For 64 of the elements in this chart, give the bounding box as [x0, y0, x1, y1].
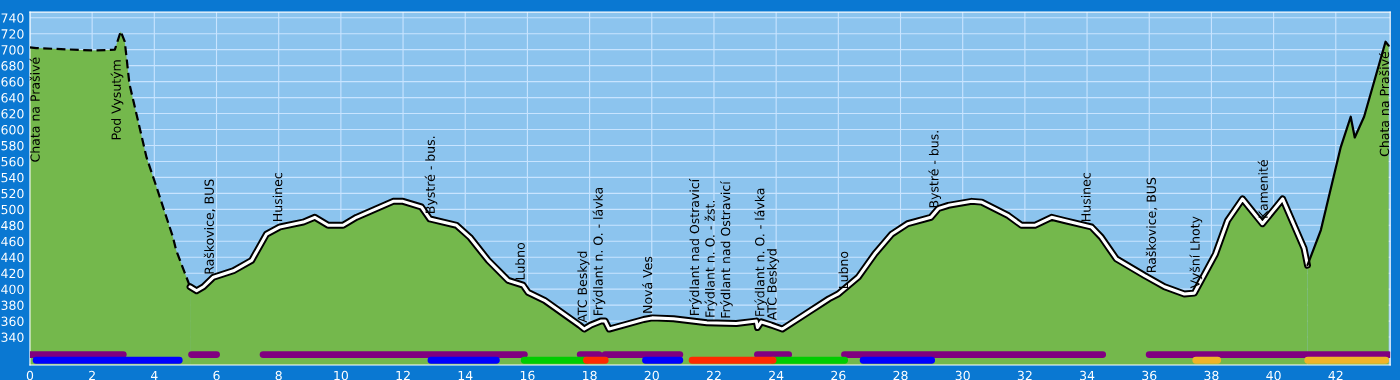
annotation: Chata na Prašivé — [1378, 51, 1390, 157]
x-tick-label: 34 — [1080, 370, 1095, 380]
annotation: Frýdlant n. O. - lávka — [592, 187, 606, 316]
annotation: Frýdlant n. O. - lávka — [754, 188, 767, 316]
x-tick-label: 38 — [1204, 370, 1219, 380]
annotation: Frýdlant n. O. - žst. — [704, 200, 718, 317]
x-tick-label: 30 — [955, 370, 970, 380]
annotation: Vyšní Lhoty — [1189, 216, 1203, 289]
x-tick-label: 0 — [26, 370, 34, 380]
y-tick-label: 380 — [1, 300, 24, 311]
y-tick-label: 560 — [1, 156, 24, 167]
x-tick-label: 4 — [150, 370, 158, 380]
x-tick-label: 26 — [831, 370, 846, 380]
annotation: Nová Ves — [642, 256, 653, 313]
annotation: Bystré - bus. — [928, 131, 942, 208]
y-tick-label: 520 — [1, 188, 24, 199]
y-tick-label: 600 — [1, 124, 24, 135]
annotation: Raškovice, BUS — [203, 179, 216, 274]
x-tick-label: 2 — [89, 370, 95, 380]
annotation: Lubno — [515, 242, 525, 280]
annotation: Pod Vysutým — [110, 60, 124, 140]
x-tick-label: 24 — [769, 370, 784, 380]
x-tick-label: 20 — [644, 370, 659, 380]
y-tick-label: 540 — [1, 172, 24, 183]
x-tick-label: 8 — [275, 370, 282, 380]
y-tick-label: 500 — [1, 204, 24, 215]
y-tick-label: 620 — [1, 109, 24, 119]
y-tick-label: 400 — [1, 284, 24, 295]
annotation: ATC Beskyd — [577, 251, 590, 323]
annotation: Bystré - bus. — [424, 136, 438, 213]
y-tick-label: 440 — [1, 252, 24, 263]
x-tick-label: 42 — [1328, 370, 1343, 380]
y-tick-label: 360 — [1, 316, 24, 327]
y-tick-label: 720 — [1, 29, 24, 39]
annotation: Husinec — [1081, 173, 1091, 221]
annotation: Raškovice, BUS — [1145, 177, 1158, 272]
annotation: Kamenité — [1257, 160, 1268, 218]
y-tick-label: 580 — [1, 140, 24, 151]
annotation: Frýdlant nad Ostravicí — [720, 180, 733, 318]
y-tick-label: 640 — [1, 93, 24, 103]
x-tick-label: 28 — [893, 370, 908, 380]
x-tick-label: 18 — [583, 370, 597, 380]
annotation: ATC Beskyd — [766, 249, 780, 321]
y-tick-label: 740 — [1, 13, 24, 23]
x-tick-label: 6 — [213, 370, 220, 380]
y-tick-label: 420 — [1, 268, 24, 279]
y-tick-label: 700 — [1, 45, 24, 55]
y-tick-label: 460 — [1, 236, 24, 247]
x-tick-label: 32 — [1017, 370, 1032, 380]
x-tick-label: 36 — [1142, 370, 1157, 380]
annotation: Chata na Prašivé — [29, 57, 40, 162]
y-tick-label: 660 — [1, 77, 24, 87]
annotation: Frýdlant nad Ostravicí — [689, 178, 702, 316]
x-tick-label: 22 — [706, 370, 721, 380]
x-tick-label: 16 — [520, 370, 535, 380]
y-tick-label: 340 — [1, 332, 24, 342]
x-tick-label: 14 — [458, 370, 473, 380]
x-tick-label: 40 — [1266, 370, 1281, 380]
y-tick-label: 480 — [1, 220, 24, 231]
annotation: Husinec — [272, 173, 283, 221]
annotation: Lubno — [838, 251, 849, 288]
x-tick-label: 10 — [334, 370, 348, 380]
x-tick-label: 12 — [396, 370, 410, 380]
y-tick-label: 680 — [1, 61, 24, 71]
